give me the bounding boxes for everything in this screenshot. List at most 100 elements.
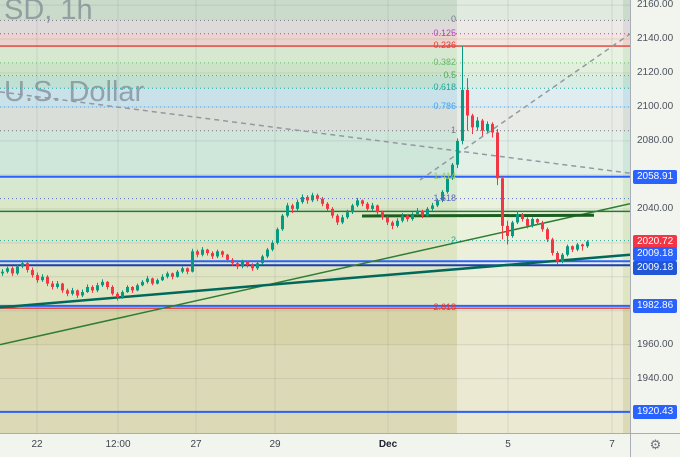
candle-body [456,140,459,165]
candle-body [586,241,589,247]
fib-zone-band [0,20,630,34]
time-axis[interactable]: 22 12:00 27 29 Dec 5 7 [0,433,630,457]
candle-body [471,115,474,128]
candle-body [291,205,294,209]
candle-body [111,286,114,294]
candle-body [36,275,39,281]
candle-body [91,286,94,291]
candle-body [76,290,79,296]
candle-body [126,286,129,293]
candle-body [221,251,224,255]
candle-body [241,261,244,267]
candle-body [576,244,579,250]
candle-body [406,215,409,220]
candle-body [381,212,384,218]
fib-label: 0.618 [433,82,456,93]
chart-canvas[interactable]: SD, 1h U.S. Dollar 0 0.125 0.236 0.382 0.5 0.… [0,0,630,433]
candle-body [386,217,389,223]
fib-label: 1 [450,124,456,135]
fib-zone-band [0,62,630,76]
candle-body [276,229,279,243]
candle-body [561,254,564,262]
price-badge: 2009.18 [633,247,677,262]
candle-body [506,225,509,237]
candle-body [451,164,454,179]
candle-body [426,208,429,216]
horizontal-lines [0,175,630,413]
candle-body [201,249,204,255]
price-badge: 1920.43 [633,404,677,419]
candle-body [466,89,469,116]
candle-body [446,178,449,192]
price-badge: 1982.86 [633,298,677,313]
candle-body [491,123,494,133]
candle-body [101,281,104,286]
candle-body [96,285,99,291]
candle-body [106,281,109,287]
symbol-watermark-line2: U.S. Dollar [4,76,145,108]
candle-body [411,213,414,220]
candle-body [31,269,34,276]
plot-svg[interactable] [0,0,630,433]
gear-icon[interactable]: ⚙ [649,437,662,452]
price-badge: 2020.72 [633,234,677,249]
candle-body [121,292,124,298]
price-badge: 2009.18 [633,261,677,276]
candle-body [26,263,29,270]
candle-body [191,251,194,272]
candle-body [266,249,269,257]
candle-body [461,89,464,141]
candle-body [71,290,74,294]
candle-body [531,219,534,226]
candle-body [316,195,319,199]
candle-body [361,200,364,204]
candle-body [21,263,24,267]
fib-zone-band [0,33,630,46]
candle-body [226,254,229,260]
time-axis-label: 7 [609,439,615,450]
candle-body [391,222,394,226]
candle-body [331,208,334,216]
candle-body [186,268,189,272]
candle-body [116,293,119,298]
time-axis-label: 12:00 [105,439,131,450]
candle-body [311,195,314,201]
candle-body [51,283,54,287]
candle-body [371,205,374,209]
candle-body [521,213,524,220]
candle-body [216,251,219,257]
candle-body [166,273,169,277]
candle-body [131,286,134,291]
time-axis-label: 29 [269,439,281,450]
candle-body [251,264,254,269]
candle-body [301,196,304,203]
fib-label: 1.414 [433,170,456,181]
candle-body [66,290,69,294]
price-axis-label: 2100.00 [637,100,674,112]
fib-zone-band [0,75,630,89]
candle-body [486,123,489,131]
candle-body [496,132,499,179]
axis-settings-corner[interactable]: ⚙ [630,433,680,457]
candle-body [581,244,584,247]
candle-body [256,263,259,269]
candle-body [541,222,544,230]
price-axis-label: 2140.00 [637,33,674,45]
candle-body [211,253,214,257]
price-badge: 2058.91 [633,169,677,184]
candle-body [441,191,444,201]
candle-body [476,120,479,128]
price-axis[interactable]: 2160.00 2140.00 2120.00 2100.00 2080.00 2040.… [630,0,680,433]
candle-body [481,120,484,131]
price-axis-label: 2080.00 [637,134,674,146]
candle-body [376,205,379,213]
fib-label: 0.5 [443,69,456,80]
candle-body [61,283,64,291]
candle-body [136,285,139,291]
candle-body [81,292,84,296]
candle-body [56,283,59,287]
candle-body [141,281,144,286]
candle-body [516,213,519,223]
time-axis-label: 22 [31,439,43,450]
